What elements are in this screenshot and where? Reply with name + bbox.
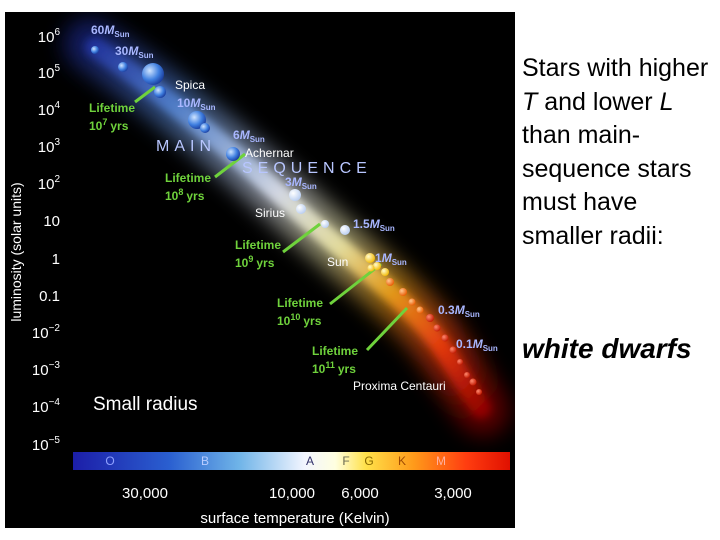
y-axis-ticks: 106 105 104 103 102 10 1 0.1 10−2 10−3 1… <box>32 27 61 454</box>
star-0-3msun <box>426 314 434 322</box>
lifetime-label-1e10: Lifetime <box>277 296 323 310</box>
mass-label-1: 1MSun <box>375 251 407 267</box>
lifetime-label-1e9: Lifetime <box>235 238 281 252</box>
y-tick-1e-3: 10−3 <box>32 360 61 379</box>
spectral-labels: O B A F G K M <box>105 454 446 468</box>
mass-label-3: 3MSun <box>285 175 317 191</box>
x-axis-ticks: 30,000 10,000 6,000 3,000 <box>122 485 472 502</box>
star-sirius <box>296 204 306 214</box>
y-tick-1e4: 104 <box>38 100 61 119</box>
mass-label-10: 10MSun <box>177 96 216 112</box>
star-1-5msun <box>340 225 350 235</box>
hr-diagram: O B A F G K M 106 105 104 103 102 10 1 0… <box>5 12 515 528</box>
y-tick-1e2: 102 <box>38 174 61 193</box>
star-name-sirius: Sirius <box>255 206 285 220</box>
main-sequence-glow <box>64 18 509 436</box>
main-sequence-core <box>85 37 491 418</box>
star-spica <box>142 63 164 85</box>
white-dwarfs-conclusion: white dwarfs <box>522 333 692 364</box>
spectral-b: B <box>201 454 209 468</box>
lifetime-label-1e11: Lifetime <box>312 344 358 358</box>
lifetime-label-1e8: Lifetime <box>165 171 211 185</box>
mass-label-6: 6MSun <box>233 128 265 144</box>
y-tick-1e-5: 10−5 <box>32 435 61 454</box>
star-0-1msun <box>449 346 457 354</box>
lifetime-label-1e7: Lifetime <box>89 101 135 115</box>
main-sequence-label-1: MAIN <box>156 138 216 155</box>
x-tick-10000: 10,000 <box>269 485 315 502</box>
small-radius-label: Small radius <box>93 394 198 415</box>
lifetime-value-1e8: 108 yrs <box>165 187 205 203</box>
mass-labels: 60MSun 30MSun 10MSun 6MSun 3MSun 1.5MSun… <box>91 23 498 353</box>
star-sun <box>365 253 375 263</box>
star-name-achernar: Achernar <box>245 146 294 160</box>
y-tick-1: 1 <box>52 251 60 268</box>
x-axis-label: surface temperature (Kelvin) <box>200 510 389 527</box>
mass-label-1-5: 1.5MSun <box>353 217 395 233</box>
lifetime-value-1e9: 109 yrs <box>235 254 275 270</box>
lifetime-value-1e10: 1010 yrs <box>277 312 322 328</box>
star-30msun <box>118 62 128 72</box>
main-sequence-label-2: SEQUENCE <box>242 160 372 177</box>
star-proxima <box>469 378 477 386</box>
y-axis-label: luminosity (solar units) <box>8 182 24 321</box>
y-tick-1e5: 105 <box>38 63 61 82</box>
star-achernar <box>226 147 240 161</box>
main-sequence-stars <box>91 46 482 395</box>
star-name-sun: Sun <box>327 255 348 269</box>
luminosity-symbol: L <box>659 87 674 116</box>
mass-label-0-3: 0.3MSun <box>438 303 480 319</box>
lifetime-value-1e11: 1011 yrs <box>312 360 356 376</box>
lifetime-lines <box>134 85 409 352</box>
x-tick-3000: 3,000 <box>434 485 472 502</box>
y-tick-1e-4: 10−4 <box>32 397 61 416</box>
mass-label-30: 30MSun <box>115 44 154 60</box>
spectral-o: O <box>105 454 114 468</box>
spectral-m: M <box>436 454 446 468</box>
spectral-a: A <box>306 454 314 468</box>
y-tick-10: 10 <box>43 213 60 230</box>
spectral-bar <box>73 452 510 470</box>
x-tick-30000: 30,000 <box>122 485 168 502</box>
lifetime-labels: Lifetime 107 yrs Lifetime 108 yrs Lifetime… <box>89 101 358 376</box>
temperature-symbol: T <box>522 87 538 116</box>
mass-label-60: 60MSun <box>91 23 130 39</box>
star-name-proxima: Proxima Centauri <box>353 379 446 393</box>
star-name-spica: Spica <box>175 78 205 92</box>
explanation-part-1: Stars with higher <box>522 54 709 82</box>
y-tick-1e6: 106 <box>38 27 61 46</box>
star-3msun <box>289 189 301 201</box>
explanation-text: Stars with higher T and lower L than mai… <box>522 52 718 253</box>
explanation-part-2: and lower <box>537 87 660 116</box>
mass-label-0-1: 0.1MSun <box>456 337 498 353</box>
spectral-k: K <box>398 454 406 468</box>
star-60msun <box>91 46 99 54</box>
y-tick-0-1: 0.1 <box>39 288 60 305</box>
explanation-part-3: than main-sequence stars must have small… <box>522 121 692 250</box>
x-tick-6000: 6,000 <box>341 485 379 502</box>
lifetime-value-1e7: 107 yrs <box>89 117 129 133</box>
spectral-f: F <box>342 454 349 468</box>
spectral-g: G <box>364 454 373 468</box>
y-tick-1e-2: 10−2 <box>32 323 61 342</box>
y-tick-1e3: 103 <box>38 137 61 156</box>
star-names: Spica Achernar Sirius Sun Proxima Centau… <box>175 78 446 393</box>
